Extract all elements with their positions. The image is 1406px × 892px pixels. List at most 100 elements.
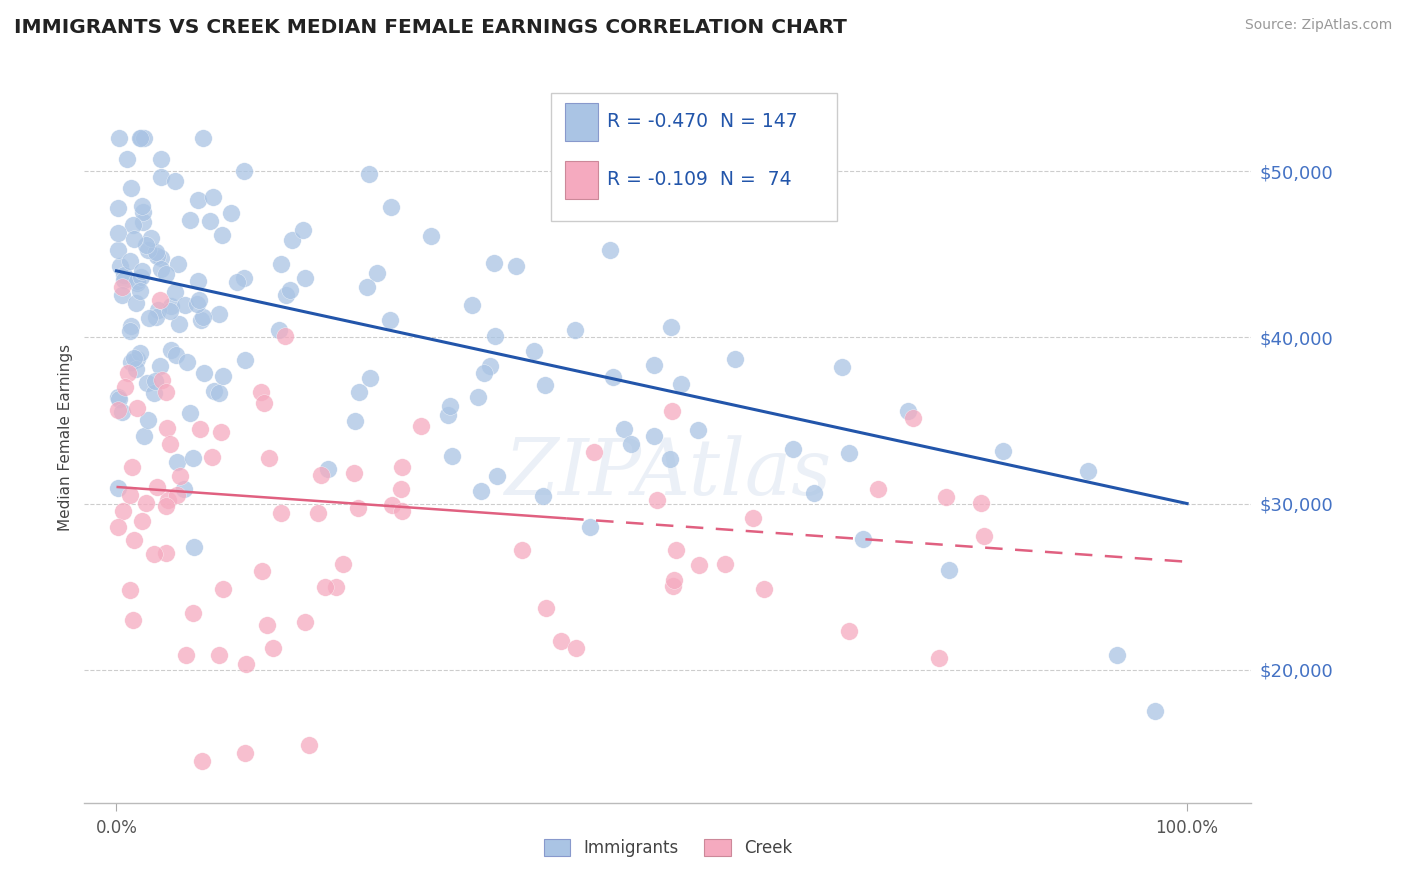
Point <box>314 580 336 594</box>
Point <box>643 429 665 443</box>
Point <box>190 312 212 326</box>
Point <box>166 455 188 469</box>
Point <box>191 310 214 325</box>
Point <box>179 406 201 420</box>
Point <box>145 310 167 324</box>
Bar <box>565 161 598 200</box>
Point <box>662 573 685 587</box>
Point <box>662 579 685 593</box>
Point <box>259 450 281 465</box>
Point <box>211 582 233 596</box>
Point <box>256 618 278 632</box>
Point <box>970 496 993 510</box>
Point <box>219 205 242 219</box>
Point <box>120 318 142 333</box>
Point <box>307 507 329 521</box>
Point <box>125 362 148 376</box>
Point <box>155 384 177 399</box>
Point <box>343 414 366 428</box>
Point <box>366 266 388 280</box>
Point <box>938 563 960 577</box>
Point <box>343 466 366 480</box>
Point <box>118 324 141 338</box>
Text: R = -0.109  N =  74: R = -0.109 N = 74 <box>607 170 792 189</box>
Point <box>181 607 204 621</box>
Point <box>359 370 381 384</box>
Point <box>359 168 381 182</box>
Point <box>131 264 153 278</box>
Point <box>380 200 402 214</box>
Point <box>278 283 301 297</box>
Point <box>378 313 401 327</box>
Point <box>135 496 157 510</box>
Point <box>565 640 588 655</box>
Point <box>108 259 131 273</box>
Legend: Immigrants, Creek: Immigrants, Creek <box>537 832 799 864</box>
Point <box>294 271 316 285</box>
Point <box>155 267 177 281</box>
Point <box>470 483 492 498</box>
Point <box>165 348 187 362</box>
Point <box>122 351 145 366</box>
Point <box>831 359 853 374</box>
Point <box>134 429 156 443</box>
Point <box>131 199 153 213</box>
Point <box>169 469 191 483</box>
Point <box>112 268 135 282</box>
Point <box>186 297 208 311</box>
Point <box>174 298 197 312</box>
Point <box>150 152 173 166</box>
Point <box>193 366 215 380</box>
Point <box>122 218 145 232</box>
Point <box>742 510 765 524</box>
Point <box>564 323 586 337</box>
Point <box>155 499 177 513</box>
Point <box>439 399 461 413</box>
Point <box>991 443 1014 458</box>
Point <box>124 232 146 246</box>
Point <box>209 425 232 439</box>
Point <box>232 163 254 178</box>
Point <box>150 373 173 387</box>
Point <box>232 270 254 285</box>
Point <box>166 487 188 501</box>
Point <box>111 280 134 294</box>
Point <box>852 532 875 546</box>
Point <box>550 633 572 648</box>
Point <box>207 648 229 662</box>
Point <box>131 215 153 229</box>
Point <box>174 648 197 662</box>
Point <box>146 480 169 494</box>
Y-axis label: Median Female Earnings: Median Female Earnings <box>58 343 73 531</box>
Point <box>671 377 693 392</box>
Point <box>121 460 143 475</box>
Point <box>198 213 221 227</box>
Point <box>474 366 496 380</box>
Point <box>803 486 825 500</box>
Point <box>325 580 347 594</box>
Point <box>250 564 273 578</box>
Point <box>838 446 860 460</box>
Point <box>114 380 136 394</box>
Point <box>292 223 315 237</box>
Point <box>120 254 142 268</box>
Point <box>281 233 304 247</box>
Point <box>143 374 166 388</box>
Point <box>269 323 291 337</box>
Text: R = -0.470  N = 147: R = -0.470 N = 147 <box>607 112 797 130</box>
Point <box>782 442 804 456</box>
Point <box>602 369 624 384</box>
Point <box>120 354 142 368</box>
Point <box>149 359 172 374</box>
Point <box>534 601 557 615</box>
Point <box>176 355 198 369</box>
Point <box>688 558 710 572</box>
Point <box>122 533 145 547</box>
Point <box>294 615 316 629</box>
Point <box>389 482 412 496</box>
Point <box>235 657 257 671</box>
Point <box>420 228 443 243</box>
Point <box>263 641 285 656</box>
Point <box>191 754 214 768</box>
Point <box>146 303 169 318</box>
